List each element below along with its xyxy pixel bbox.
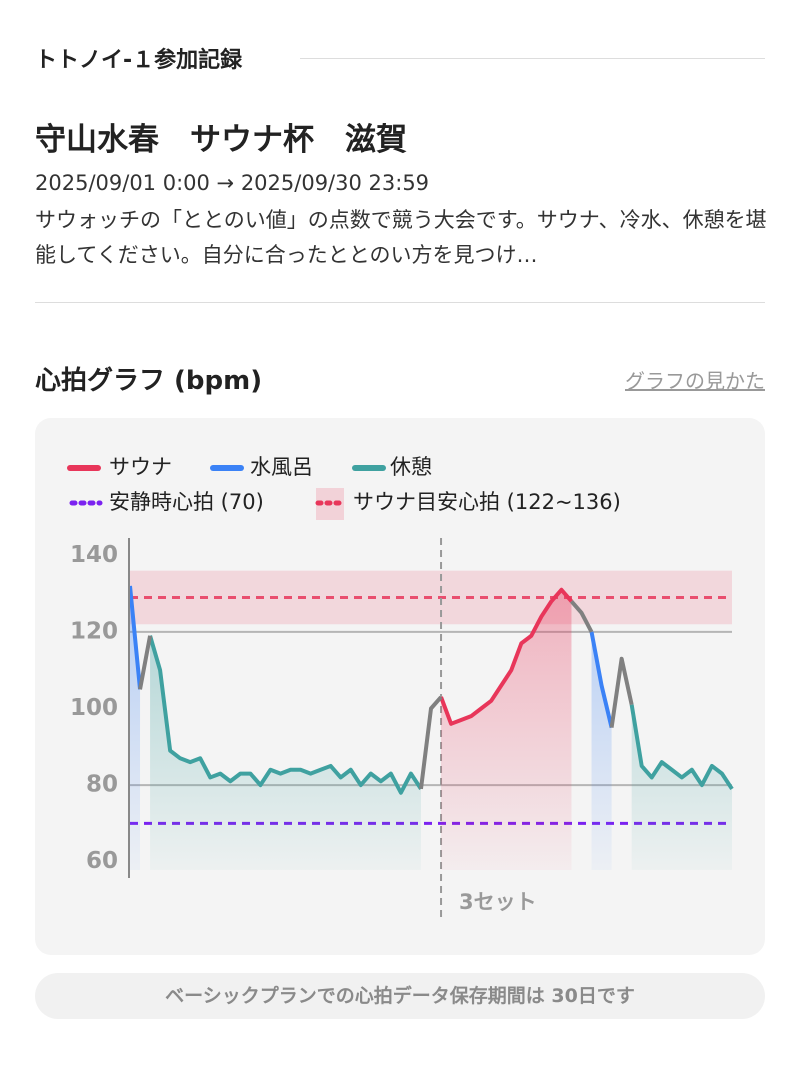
section-title: 心拍グラフ (bpm) [35,366,263,396]
y-tick-label: 80 [86,772,118,798]
header-title: トトノイ-１参加記録 [35,48,243,73]
series-line [148,635,734,795]
series-line [128,585,614,729]
set-label: 3セット [459,890,537,914]
y-tick-label: 100 [70,695,118,721]
legend-label: サウナ [109,455,172,479]
divider [35,302,765,303]
footer-note: ベーシックプランでの心拍データ保存期間は 30日です [35,973,765,1019]
header-rule [300,58,765,59]
legend-label: 安静時心拍 (70) [109,490,264,514]
y-tick-label: 140 [70,542,118,568]
help-link[interactable]: グラフの見かた [625,369,765,393]
series-area [150,635,733,870]
legend-label: 水風呂 [250,455,313,479]
event-title: 守山水春 サウナ杯 滋賀 [35,122,407,158]
legend-label: サウナ目安心拍 (122~136) [353,490,621,514]
event-description: サウォッチの「ととのい値」の点数で競う大会です。サウナ、冷水、休憩を堪能してくだ… [35,208,767,267]
event-period: 2025/09/01 0:00 → 2025/09/30 23:59 [35,171,430,195]
series-line [439,587,573,726]
y-tick-label: 60 [86,848,118,874]
series-area [441,589,572,870]
y-tick-label: 120 [70,618,118,644]
legend-label: 休憩 [390,455,432,479]
series-line [138,599,634,790]
